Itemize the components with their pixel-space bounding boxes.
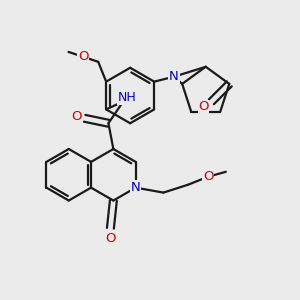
Text: O: O — [71, 110, 82, 123]
Text: O: O — [78, 50, 88, 63]
Text: NH: NH — [118, 91, 136, 104]
Text: N: N — [169, 70, 179, 83]
Text: O: O — [105, 232, 116, 245]
Text: O: O — [198, 100, 209, 113]
Text: N: N — [131, 181, 141, 194]
Text: O: O — [203, 170, 213, 183]
